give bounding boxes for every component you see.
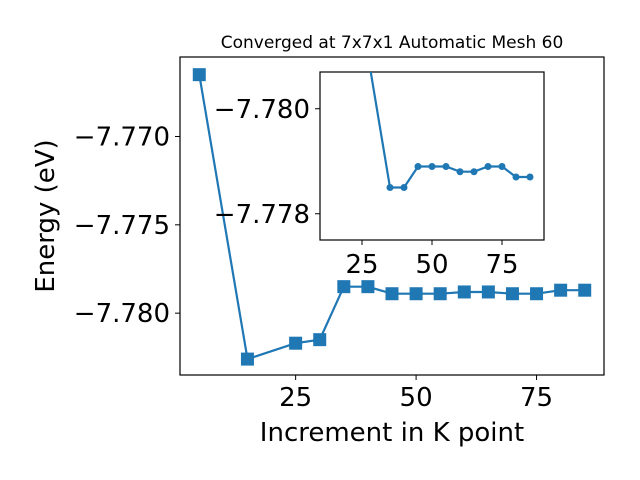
inset-data-point [470,168,478,176]
main-x-tick-label: 75 [520,383,553,413]
inset-data-point [442,163,450,170]
inset-data-point [414,163,422,170]
inset-data-point [456,168,464,176]
inset-y-tick-label: −7.780 [214,95,310,125]
inset-data-point [400,184,408,191]
main-data-point [505,287,519,301]
inset-data-point [484,163,492,170]
x-axis-label: Increment in K point [260,418,524,448]
inset-plot: 25 50 75 −7.780 −7.778 [214,16,545,280]
main-y-tick-label: −7.770 [74,123,170,153]
inset-x-tick-label: 25 [345,250,378,280]
main-data-point [457,285,471,299]
chart-title: Converged at 7x7x1 Automatic Mesh 60 [221,33,564,53]
main-data-point [481,285,495,299]
inset-plot-frame [319,71,545,241]
inset-x-tick-label: 75 [485,250,518,280]
main-data-point [289,336,303,350]
inset-y-tick-label: −7.778 [214,200,310,230]
main-data-point [554,283,568,297]
main-x-tick-label: 25 [279,383,312,413]
main-data-point [433,287,447,301]
main-data-point [313,333,327,347]
inset-data-point [512,173,520,181]
main-data-point [240,352,254,366]
main-data-point [192,68,206,82]
inset-data-point [359,16,366,23]
inset-data-point [428,163,436,170]
main-data-point [361,280,375,294]
main-data-point [578,283,592,297]
inset-data-point [386,184,394,191]
main-data-point [385,287,399,301]
inset-x-tick-label: 50 [415,250,448,280]
main-x-tick-label: 50 [400,383,433,413]
main-y-tick-label: −7.780 [74,299,170,329]
inset-data-point [498,163,506,170]
main-data-point [409,287,423,301]
main-y-tick-label: −7.775 [74,211,170,241]
inset-data-point [526,173,534,181]
y-axis-label: Energy (eV) [31,139,61,292]
main-data-point [530,287,544,301]
main-data-point [337,280,351,294]
